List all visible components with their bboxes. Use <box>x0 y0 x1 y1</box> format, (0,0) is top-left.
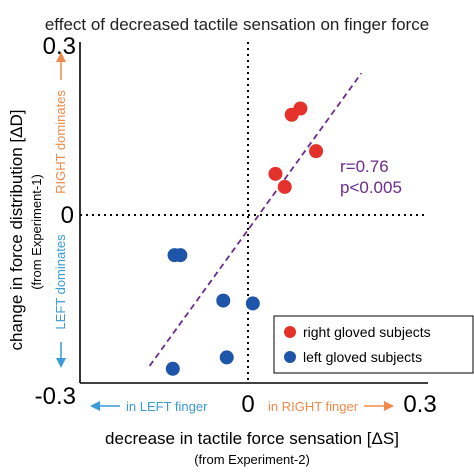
x-axis-label: decrease in tactile force sensation [ΔS] <box>105 429 399 448</box>
down-arrow-icon <box>56 342 66 368</box>
right-dominates-label: RIGHT dominates <box>53 90 68 194</box>
legend-label-right-gloved: right gloved subjects <box>303 324 431 340</box>
right-arrow-icon <box>364 401 394 411</box>
right-gloved-point-2 <box>284 107 299 122</box>
up-arrow-icon <box>56 52 66 80</box>
p-value-label: p<0.005 <box>340 178 402 197</box>
y-tick-label-zero: 0 <box>61 202 74 229</box>
y-axis-label: change in force distribution [ΔD] <box>7 110 26 351</box>
y-tick-label-bottom: -0.3 <box>35 383 76 410</box>
left-arrow-icon <box>90 401 120 411</box>
y-axis-sublabel: (from Experiment-1) <box>29 174 44 290</box>
x-tick-label-right: 0.3 <box>403 391 436 418</box>
correlation-label: r=0.76 <box>340 157 389 176</box>
legend-marker-left-gloved <box>284 351 296 363</box>
left-gloved-point-4 <box>245 296 260 311</box>
legend-marker-right-gloved <box>284 326 296 338</box>
legend-label-left-gloved: left gloved subjects <box>303 349 422 365</box>
legend-box <box>273 315 474 374</box>
left-gloved-point-5 <box>219 350 234 365</box>
right-gloved-point-4 <box>268 166 283 181</box>
data-points <box>165 101 324 376</box>
left-gloved-point-2 <box>173 248 188 263</box>
x-axis-sublabel: (from Experiment-2) <box>194 452 310 467</box>
regression-line <box>148 72 363 367</box>
chart-title: effect of decreased tactile sensation on… <box>45 15 429 34</box>
left-dominates-label: LEFT dominates <box>53 234 68 330</box>
in-left-finger-label: in LEFT finger <box>126 399 208 414</box>
in-right-finger-label: in RIGHT finger <box>268 399 359 414</box>
legend: right gloved subjects left gloved subjec… <box>273 315 474 374</box>
right-gloved-point-3 <box>309 144 324 159</box>
left-gloved-point-6 <box>165 361 180 376</box>
x-tick-label-zero: 0 <box>241 391 254 418</box>
left-gloved-point-3 <box>216 293 231 308</box>
right-gloved-point-5 <box>277 179 292 194</box>
